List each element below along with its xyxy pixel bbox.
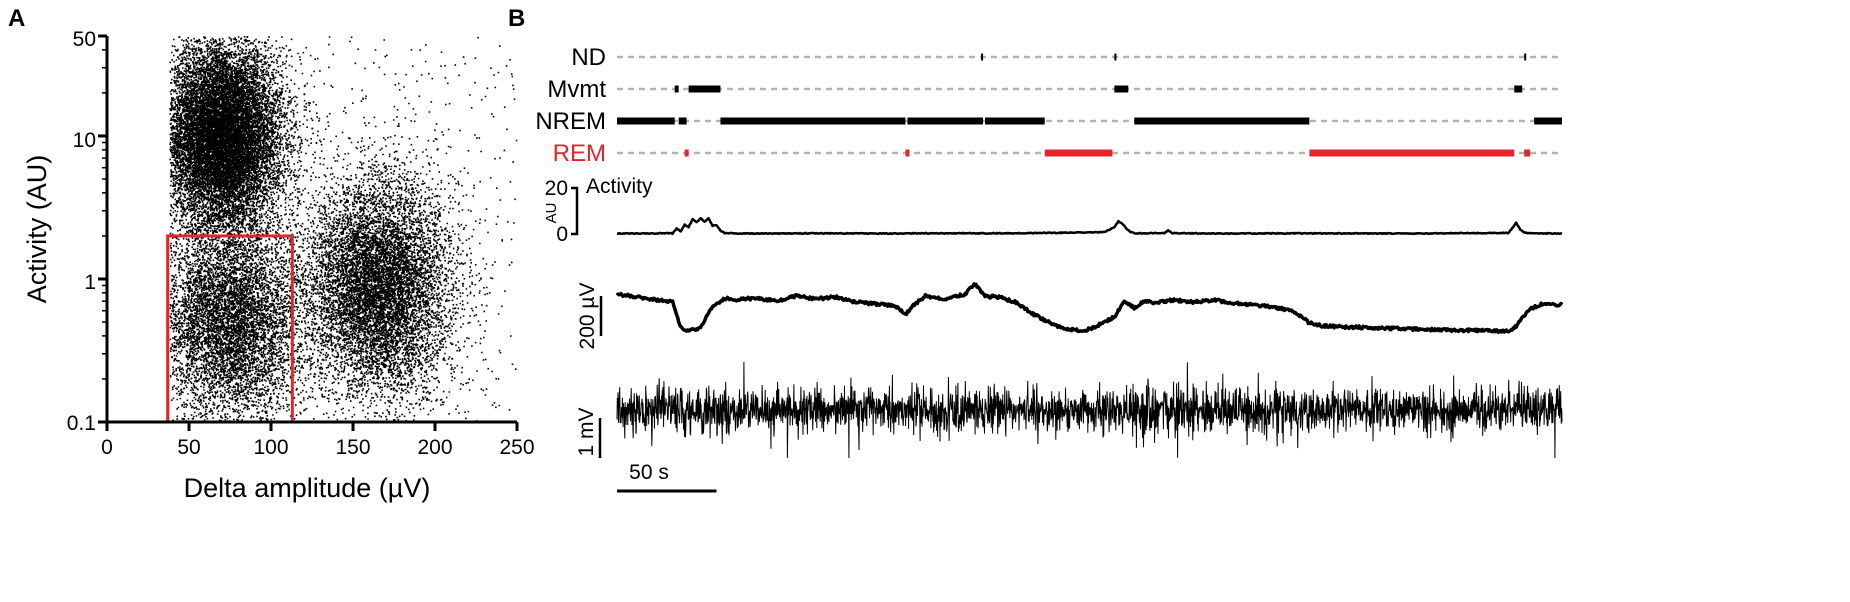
eeg-trace [616,361,1563,459]
hypnogram-bout [907,117,984,125]
hypnogram-bout [688,85,721,93]
delta-scale-label: 200 µV [576,283,599,350]
activity-unit: AU [543,203,560,224]
hypnogram-bout [674,85,679,93]
y-axis-title: Activity (AU) [22,155,52,304]
hypnogram-bout [1524,149,1531,157]
hypnogram-bout [905,149,910,157]
hypnogram-bout [1044,149,1113,157]
panel-a-label: A [8,5,25,32]
hypnogram-bout [720,117,906,125]
hypnogram-bout [1134,117,1310,125]
hypnogram-bout [1114,85,1129,93]
x-tick-label-150: 150 [335,436,370,459]
y-tick-label-10: 10 [73,129,96,152]
activity-trace [616,216,1563,236]
state-label-nd: ND [571,44,606,71]
y-tick-label-1: 1 [84,271,96,294]
state-label-mvmt: Mvmt [547,76,606,103]
activity-scale-zero: 0 [556,223,568,246]
state-label-rem: REM [553,140,606,167]
eeg-scale-label: 1 mV [575,407,598,456]
x-axis-title: Delta amplitude (µV) [184,473,431,503]
x-tick-label-100: 100 [253,436,288,459]
y-tick-label-50: 50 [73,28,96,51]
hypnogram-bout [1114,53,1117,61]
hypnogram-bout [617,117,675,125]
activity-scale-bar [571,186,579,236]
x-tick-label-50: 50 [177,436,200,459]
activity-scale-max: 20 [545,177,568,200]
hypnogram-bout [981,53,984,61]
scatter-point-cloud [169,36,518,424]
hypnogram-bout [1309,149,1515,157]
time-scale-label: 50 s [629,461,669,484]
hypnogram-baselines [617,55,1562,155]
hypnogram-bout [684,149,689,157]
y-minor-ticks [102,49,107,380]
hypnogram-bout [1534,117,1562,125]
delta-trace [615,282,1564,335]
hypnogram-bout [1514,85,1523,93]
hypnogram-bout [1524,53,1527,61]
hypnogram-bout [678,117,687,125]
x-tick-label-200: 200 [417,436,452,459]
x-tick-label-250: 250 [499,436,534,459]
hypnogram-bouts [617,53,1562,157]
scatter-points [169,36,518,424]
y-tick-label-0-1: 0.1 [67,412,96,435]
x-tick-marks [105,422,519,431]
panel-b-label: B [508,5,525,32]
activity-label: Activity [586,175,653,198]
state-label-nrem: NREM [535,108,606,135]
x-tick-label-0: 0 [101,436,113,459]
hypnogram-bout [985,117,1045,125]
